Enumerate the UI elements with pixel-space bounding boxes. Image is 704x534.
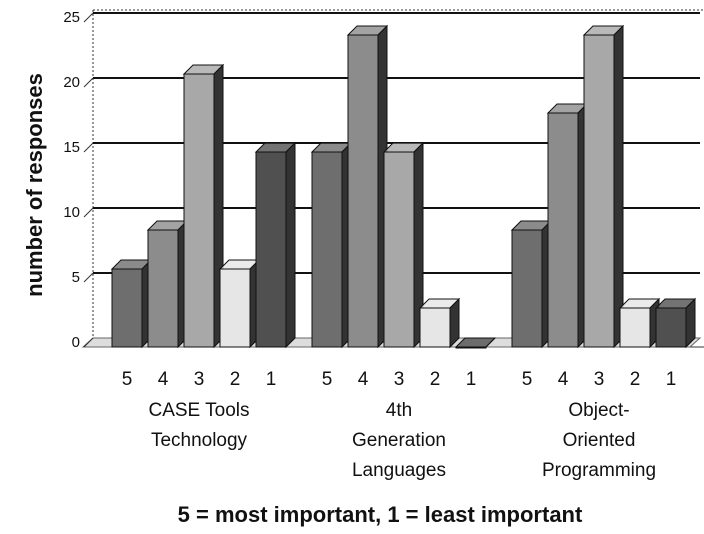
bar xyxy=(219,268,251,348)
series-label: 1 xyxy=(266,369,277,390)
series-label: 3 xyxy=(394,369,405,390)
x-axis-label: 5 = most important, 1 = least important xyxy=(178,502,583,527)
bar xyxy=(347,34,379,348)
series-label: 5 xyxy=(522,369,533,390)
bar xyxy=(311,151,343,348)
bar-side xyxy=(613,24,624,349)
bar xyxy=(383,151,415,348)
x-tick-label: Generation xyxy=(352,430,446,451)
bar xyxy=(183,73,215,348)
bar xyxy=(583,34,615,348)
x-tick-label: Programming xyxy=(542,460,656,481)
y-tick-label: 20 xyxy=(63,74,80,91)
series-label: 1 xyxy=(666,369,677,390)
series-label: 2 xyxy=(630,369,641,390)
series-label: 1 xyxy=(466,369,477,390)
x-tick-label: CASE Tools xyxy=(148,400,249,421)
y-tick-label: 10 xyxy=(63,204,80,221)
series-label: 5 xyxy=(122,369,133,390)
tick-mark xyxy=(83,142,94,153)
series-label: 2 xyxy=(230,369,241,390)
tick-mark xyxy=(83,272,94,283)
series-label: 4 xyxy=(558,369,569,390)
bar-side xyxy=(285,141,296,349)
y-tick-label: 5 xyxy=(72,269,80,286)
x-tick-label: Oriented xyxy=(563,430,636,451)
bar xyxy=(655,307,687,348)
series-label: 3 xyxy=(194,369,205,390)
bar xyxy=(255,151,287,348)
tick-mark xyxy=(83,12,94,23)
bar xyxy=(419,307,451,348)
tick-mark xyxy=(83,77,94,88)
series-label: 5 xyxy=(322,369,333,390)
x-tick-label: Technology xyxy=(151,430,248,451)
y-tick-label: 0 xyxy=(72,334,80,351)
y-tick-label: 15 xyxy=(63,139,80,156)
x-tick-label: Object- xyxy=(568,400,629,421)
series-label: 4 xyxy=(358,369,369,390)
bar xyxy=(547,112,579,348)
bar-side xyxy=(485,337,496,348)
y-axis-label: number of responses xyxy=(22,73,47,297)
series-label: 3 xyxy=(594,369,605,390)
bar-side xyxy=(449,297,460,349)
bar xyxy=(619,307,651,348)
bar xyxy=(111,268,143,348)
tick-mark xyxy=(83,207,94,218)
x-tick-label: Languages xyxy=(352,460,446,481)
series-label: 2 xyxy=(430,369,441,390)
x-tick-label: 4th xyxy=(386,400,412,421)
bar xyxy=(147,229,179,348)
bar xyxy=(511,229,543,348)
series-label: 4 xyxy=(158,369,169,390)
tick-mark xyxy=(83,337,94,348)
bar-side xyxy=(685,297,696,349)
y-tick-label: 25 xyxy=(63,9,80,26)
